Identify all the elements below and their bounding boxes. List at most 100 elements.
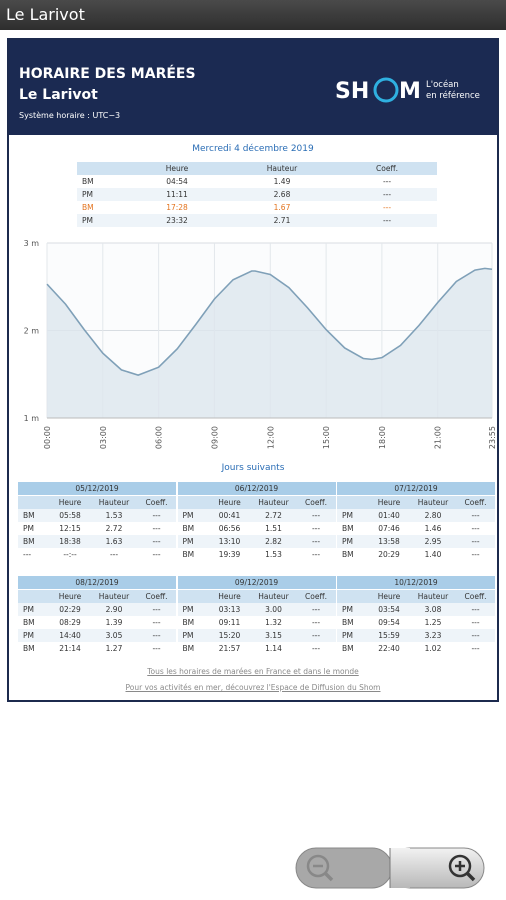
- table-cell: ---: [456, 509, 496, 522]
- table-row: PM 13:58 2.95 ---: [337, 535, 496, 548]
- zoom-out-button[interactable]: [295, 847, 393, 889]
- header-cell: [337, 495, 368, 509]
- table-cell: ---: [311, 550, 321, 559]
- table-cell: 3.05: [91, 629, 137, 642]
- table-title: 05/12/2019: [18, 482, 177, 496]
- table-cell: BM: [342, 644, 354, 653]
- table-row: PM 03:54 3.08 ---: [337, 603, 496, 616]
- header-cell: Hauteur: [227, 162, 337, 175]
- table-cell: ---: [137, 629, 177, 642]
- logo-text: M: [399, 79, 421, 104]
- table-cell: ---: [296, 603, 336, 616]
- table-cell: BM: [182, 524, 195, 533]
- logo: SH M L'océan en référence: [335, 77, 480, 104]
- table-cell: 22:40: [378, 644, 400, 653]
- table-cell: 12:15: [59, 524, 81, 533]
- header-band: [9, 40, 497, 135]
- table-row: PM 15:59 3.23 ---: [337, 629, 496, 642]
- y-tick-label: 2 m: [24, 327, 40, 336]
- table-cell: 19:39: [218, 550, 241, 559]
- x-tick-label: 00:00: [43, 426, 52, 449]
- logo-tagline: L'océan: [426, 79, 459, 90]
- table-cell: PM: [18, 603, 49, 616]
- y-tick-label: 1 m: [24, 414, 40, 423]
- table-cell: ---: [152, 524, 161, 533]
- tide-table: 10/12/2019 Heure Hauteur Coeff. PM 03:54 3.08-…: [337, 576, 496, 655]
- table-row: BM 20:29 1.40 ---: [337, 548, 495, 561]
- table-cell: 1.02: [424, 644, 442, 653]
- link[interactable]: Tous les horaires de marées en France et…: [147, 667, 359, 676]
- table-cell: 13:10: [208, 535, 251, 548]
- table-cell: 1.67: [273, 203, 291, 212]
- header-cell: Coeff.: [137, 495, 177, 509]
- link[interactable]: Pour vos activités en mer, découvrez l'E…: [125, 683, 381, 692]
- table-cell: 3.08: [410, 603, 456, 616]
- table-cell: 15:59: [368, 629, 410, 642]
- table-cell: 2.90: [91, 603, 137, 616]
- tide-table: 08/12/2019 Heure Hauteur Coeff. PM 02:29 2.90-…: [18, 576, 177, 655]
- table-cell: BM: [23, 644, 35, 653]
- table-row: BM 04:54 1.49 ---: [77, 175, 437, 188]
- table-cell: 1.27: [105, 644, 123, 653]
- header-cell: Hauteur: [91, 589, 137, 603]
- table-cell: ---: [456, 603, 496, 616]
- table-title: 08/12/2019: [18, 576, 177, 590]
- table-cell: 07:46: [378, 524, 400, 533]
- table-row: BM 08:29 1.39 ---: [18, 616, 176, 629]
- table-row: --- --:-- --- ---: [18, 548, 176, 561]
- tide-table: Heure Hauteur Coeff. BM 04:54 1.49 --- PM 11:11 2…: [77, 162, 437, 227]
- table-cell: ---: [137, 603, 177, 616]
- table-title: 09/12/2019: [177, 576, 336, 590]
- header-cell: Coeff.: [296, 589, 336, 603]
- header-cell: Hauteur: [410, 589, 456, 603]
- card: [7, 38, 499, 702]
- table-cell: BM: [18, 509, 49, 522]
- table-row: PM 23:32 2.71 ---: [77, 214, 437, 227]
- table-cell: PM: [177, 535, 209, 548]
- table-title-row: 08/12/2019: [18, 576, 177, 590]
- table-row: PM 01:40 2.80 ---: [337, 509, 496, 522]
- table-row: PM 15:20 3.15 ---: [177, 629, 336, 642]
- header-cell: Coeff.: [456, 495, 496, 509]
- header-cell: Coeff.: [456, 589, 496, 603]
- table-cell: ---: [296, 629, 336, 642]
- table-header-row: Heure Hauteur Coeff.: [337, 495, 496, 509]
- table-cell: 01:40: [368, 509, 410, 522]
- table-cell: ---: [137, 535, 177, 548]
- header-cell: [18, 495, 49, 509]
- header-cell: Hauteur: [91, 495, 137, 509]
- table-row: PM 03:13 3.00 ---: [177, 603, 336, 616]
- table-cell: ---: [471, 644, 480, 653]
- table-cell: --:--: [63, 550, 77, 559]
- table-row: BM 18:38 1.63 ---: [18, 535, 177, 548]
- table-cell: 2.68: [227, 188, 337, 201]
- table-cell: ---: [382, 203, 392, 212]
- header-cell: [77, 162, 127, 175]
- zoom-divider: [390, 848, 410, 888]
- table-cell: BM: [82, 177, 94, 186]
- y-tick-label: 3 m: [24, 239, 40, 248]
- table-cell: PM: [177, 629, 209, 642]
- table-cell: ---: [152, 644, 161, 653]
- table-cell: PM: [77, 214, 127, 227]
- table-cell: 05:58: [49, 509, 91, 522]
- tide-chart: 3 m 2 m 1 m00:00 03:00 06:00 09:00 12:00 15:00 1…: [24, 239, 497, 449]
- header-cell: Heure: [127, 162, 227, 175]
- table-cell: BM: [342, 550, 354, 559]
- header-cell: [18, 589, 49, 603]
- header-cell: Coeff.: [296, 495, 336, 509]
- table-cell: 2.95: [410, 535, 456, 548]
- table-row: BM 05:58 1.53 ---: [18, 509, 177, 522]
- table-cell: ---: [471, 524, 480, 533]
- app-bar-title: Le Larivot: [0, 0, 506, 30]
- table-cell: ---: [382, 177, 392, 186]
- table-cell: ---: [456, 629, 496, 642]
- table-cell: ---: [311, 644, 321, 653]
- table-cell: PM: [77, 188, 127, 201]
- table-cell: 15:20: [208, 629, 251, 642]
- table-cell: 02:29: [49, 603, 91, 616]
- table-cell: 2.80: [410, 509, 456, 522]
- header-cell: [337, 589, 368, 603]
- table-cell: ---: [137, 509, 177, 522]
- table-cell: PM: [177, 603, 209, 616]
